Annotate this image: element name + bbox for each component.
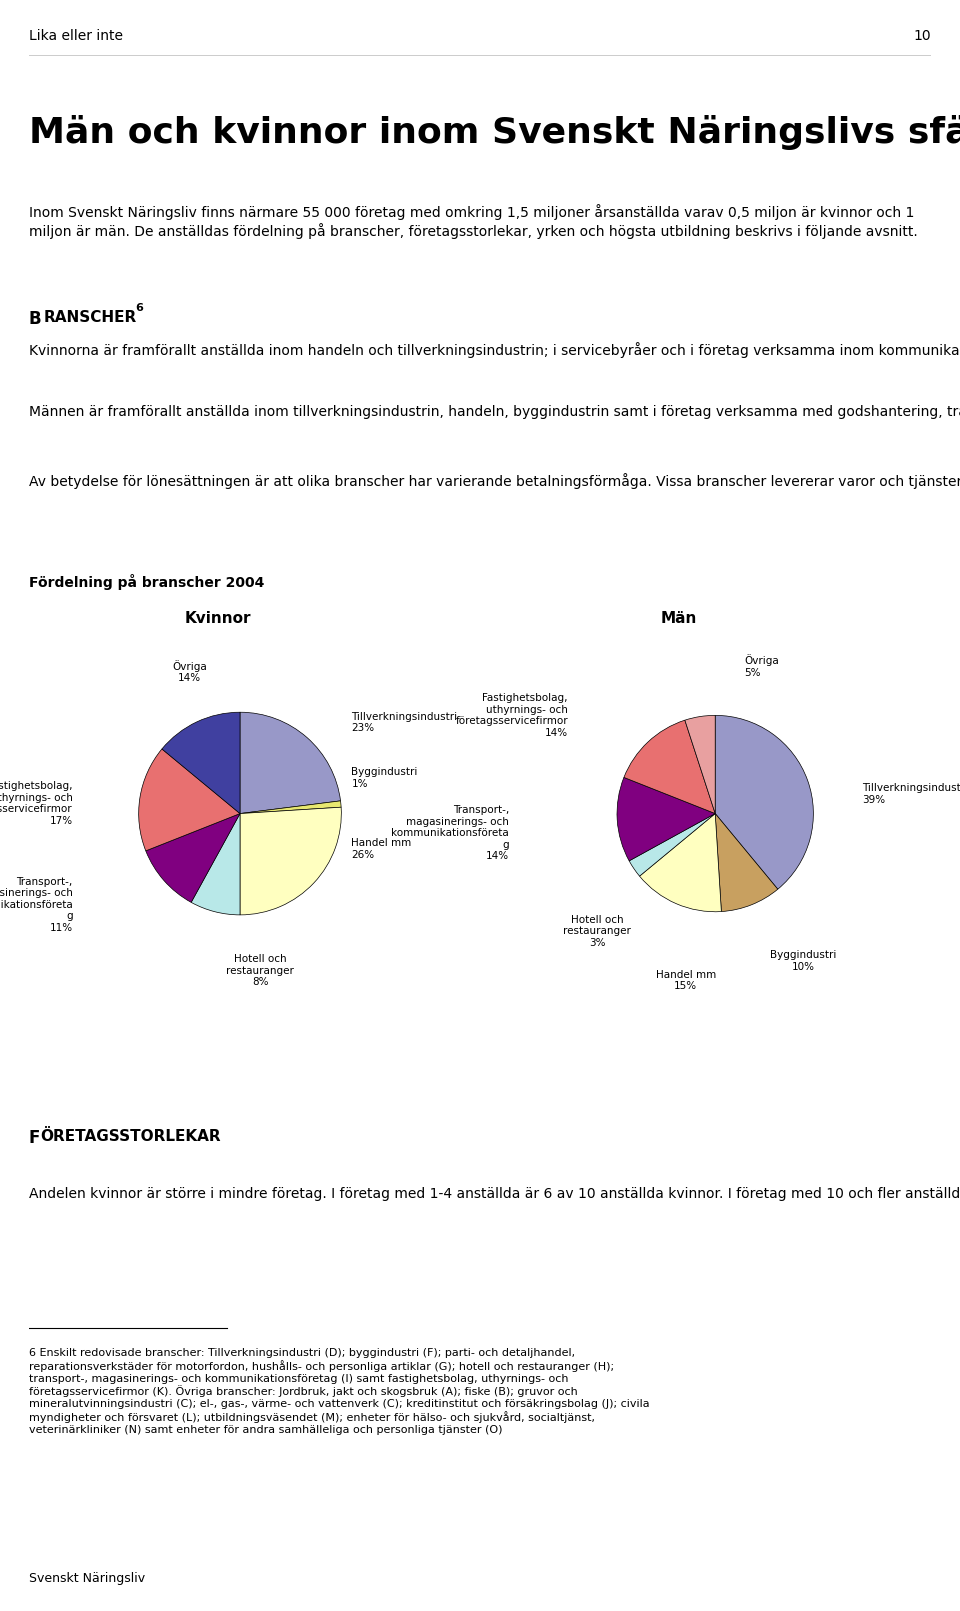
Text: B: B (29, 309, 41, 329)
Wedge shape (240, 712, 341, 814)
Text: Handel mm
15%: Handel mm 15% (656, 970, 716, 991)
Text: Lika eller inte: Lika eller inte (29, 29, 123, 43)
Wedge shape (146, 814, 240, 902)
Text: Av betydelse för lönesättningen är att olika branscher har varierande betalnings: Av betydelse för lönesättningen är att o… (29, 474, 960, 490)
Text: Hotell och
restauranger
3%: Hotell och restauranger 3% (564, 915, 632, 947)
Text: Tillverkningsindustri
23%: Tillverkningsindustri 23% (351, 712, 458, 733)
Text: Fastighetsbolag,
uthyrnings- och
företagsservicefirmor
14%: Fastighetsbolag, uthyrnings- och företag… (455, 693, 568, 738)
Text: Fördelning på branscher 2004: Fördelning på branscher 2004 (29, 574, 264, 590)
Text: RANSCHER: RANSCHER (43, 309, 136, 325)
Wedge shape (715, 715, 813, 889)
Wedge shape (715, 814, 778, 912)
Text: Byggindustri
1%: Byggindustri 1% (351, 767, 418, 789)
Wedge shape (629, 814, 715, 876)
Text: Byggindustri
10%: Byggindustri 10% (770, 950, 837, 971)
Text: Männen är framförallt anställda inom tillverkningsindustrin, handeln, byggindust: Männen är framförallt anställda inom til… (29, 404, 960, 419)
Wedge shape (240, 807, 342, 915)
Wedge shape (684, 715, 715, 814)
Wedge shape (138, 749, 240, 851)
Text: Handel mm
26%: Handel mm 26% (351, 838, 412, 860)
Text: Tillverkningsindustri
39%: Tillverkningsindustri 39% (862, 783, 960, 806)
Text: Transport-,
magasinerings- och
kommunikationsföreta
g
14%: Transport-, magasinerings- och kommunika… (392, 806, 509, 862)
Text: Kvinnor: Kvinnor (185, 611, 252, 625)
Text: Män och kvinnor inom Svenskt Näringslivs sfär: Män och kvinnor inom Svenskt Näringslivs… (29, 114, 960, 150)
Text: Andelen kvinnor är större i mindre företag. I företag med 1-4 anställda är 6 av : Andelen kvinnor är större i mindre föret… (29, 1187, 960, 1202)
Text: Transport-,
magasinerings- och
kommunikationsföreta
g
11%: Transport-, magasinerings- och kommunika… (0, 876, 73, 933)
Text: Hotell och
restauranger
8%: Hotell och restauranger 8% (227, 954, 294, 988)
Wedge shape (624, 720, 715, 814)
Text: 6 Enskilt redovisade branscher: Tillverkningsindustri (D); byggindustri (F); par: 6 Enskilt redovisade branscher: Tillverk… (29, 1348, 649, 1434)
Text: Fastighetsbolag,
uthyrnings- och
företagsservicefirmor
17%: Fastighetsbolag, uthyrnings- och företag… (0, 781, 73, 826)
Text: ÖRETAGSSTORLEKAR: ÖRETAGSSTORLEKAR (40, 1129, 221, 1144)
Wedge shape (191, 814, 240, 915)
Text: Inom Svenskt Näringsliv finns närmare 55 000 företag med omkring 1,5 miljoner år: Inom Svenskt Näringsliv finns närmare 55… (29, 205, 918, 238)
Text: Övriga
5%: Övriga 5% (745, 654, 780, 678)
Text: 10: 10 (914, 29, 931, 43)
Text: Kvinnorna är framförallt anställda inom handeln och tillverkningsindustrin; i se: Kvinnorna är framförallt anställda inom … (29, 342, 960, 358)
Wedge shape (162, 712, 240, 814)
Text: Övriga
14%: Övriga 14% (172, 661, 206, 683)
Text: Svenskt Näringsliv: Svenskt Näringsliv (29, 1572, 145, 1585)
Wedge shape (639, 814, 721, 912)
Wedge shape (617, 778, 715, 860)
Text: F: F (29, 1129, 40, 1147)
Wedge shape (240, 801, 341, 814)
Text: 6: 6 (135, 303, 143, 313)
Text: Män: Män (660, 611, 697, 625)
